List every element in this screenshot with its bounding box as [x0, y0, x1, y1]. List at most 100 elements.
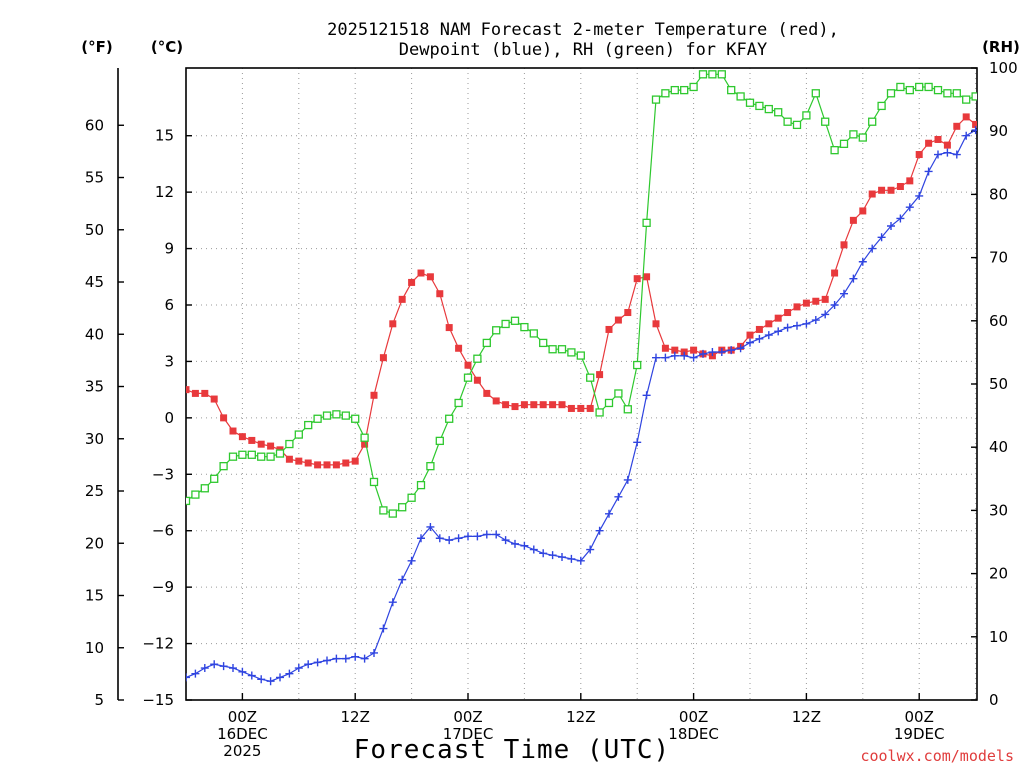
- dewpoint-point: [257, 675, 266, 684]
- rh-point: [736, 92, 745, 101]
- dewpoint-point: [341, 654, 350, 663]
- dewpoint-point: [821, 310, 830, 319]
- rh-point: [849, 130, 858, 139]
- rh-point: [877, 101, 886, 111]
- fahrenheit-tick-label: 35: [85, 378, 104, 396]
- temperature-point: [295, 457, 303, 465]
- rh-axis-unit: (RH): [982, 38, 1020, 56]
- temperature-point: [840, 241, 848, 249]
- temperature-point: [690, 346, 698, 354]
- dewpoint-point: [464, 532, 472, 541]
- temperature-point: [483, 389, 491, 397]
- rh-point: [238, 450, 247, 459]
- dewpoint-point: [952, 150, 961, 159]
- dewpoint-point: [511, 539, 519, 548]
- dewpoint-point: [191, 669, 200, 678]
- dewpoint-point: [266, 677, 275, 686]
- dewpoint-point: [186, 673, 190, 682]
- dewpoint-point: [558, 553, 566, 562]
- title-line-2: Dewpoint (blue), RH (green) for KFAY: [399, 40, 767, 60]
- dewpoint-point: [981, 128, 989, 136]
- dewpoint-point: [473, 532, 482, 541]
- rh-tick-label: 40: [989, 438, 1008, 456]
- dewpoint-point: [323, 656, 331, 665]
- temperature-point: [765, 320, 773, 328]
- dewpoint-point: [811, 316, 820, 325]
- rh-point: [764, 104, 773, 114]
- dewpoint-point: [614, 492, 623, 501]
- dewpoint-point: [388, 598, 397, 607]
- rh-point: [360, 433, 369, 442]
- dewpoint-point: [539, 549, 548, 558]
- fahrenheit-tick-label: 10: [85, 639, 104, 657]
- rh-point: [379, 506, 388, 515]
- rh-point: [294, 430, 303, 439]
- dewpoint-point: [200, 664, 209, 673]
- temperature-point: [558, 401, 566, 409]
- dewpoint-point: [887, 222, 895, 230]
- temperature-point: [361, 440, 369, 448]
- rh-point: [745, 98, 755, 107]
- rh-point: [586, 373, 595, 382]
- temperature-point: [868, 190, 876, 198]
- temperature-point: [398, 295, 406, 303]
- dewpoint-point: [360, 654, 369, 663]
- temperature-point: [831, 269, 839, 277]
- temperature-point: [511, 403, 519, 411]
- dewpoint-point: [351, 652, 360, 661]
- x-axis-title: Forecast Time (UTC): [354, 735, 670, 765]
- dewpoint-point: [858, 257, 867, 266]
- dewpoint-point: [576, 556, 585, 565]
- temperature-point: [906, 177, 914, 185]
- x-tick-label: 12Z: [566, 708, 595, 726]
- fahrenheit-axis-unit: (°F): [81, 38, 112, 56]
- temperature-point: [520, 401, 528, 409]
- tick-labels: 51015202530354045505560−15−12−9−6−303691…: [85, 59, 1018, 760]
- rh-point: [266, 452, 275, 461]
- rh-point: [886, 89, 896, 98]
- dewpoint-point: [642, 391, 651, 400]
- rh-point: [717, 70, 726, 79]
- temperature-point: [614, 316, 622, 324]
- x-tick-label: 12Z: [341, 708, 370, 726]
- rh-point: [670, 85, 679, 95]
- rh-point: [304, 420, 313, 430]
- temperature-point: [248, 436, 256, 444]
- dewpoint-point: [774, 327, 783, 336]
- x-tick-label: 00Z: [453, 708, 482, 726]
- temperature-point: [186, 386, 190, 394]
- rh-point: [210, 474, 219, 483]
- rh-point: [322, 411, 332, 420]
- rh-point: [313, 414, 322, 423]
- temperature-point: [934, 135, 942, 143]
- x-tick-label: 19DEC: [894, 725, 945, 743]
- temperature-point: [652, 320, 660, 328]
- dewpoint-point: [670, 351, 679, 360]
- rh-point: [651, 95, 661, 104]
- temperature-point: [972, 120, 977, 128]
- temperature-point: [530, 401, 538, 409]
- temperature-point: [887, 186, 895, 194]
- temperature-point: [878, 186, 886, 194]
- temperature-point: [802, 299, 810, 307]
- temperature-point: [342, 459, 350, 467]
- temperature-point: [417, 269, 425, 277]
- rh-point: [792, 120, 802, 130]
- rh-point: [557, 345, 567, 354]
- temperature-point: [238, 433, 246, 441]
- rh-point: [520, 322, 529, 332]
- credit-text: coolwx.com/models: [860, 747, 1014, 765]
- rh-point: [426, 462, 435, 471]
- temperature-point: [473, 376, 481, 384]
- dewpoint-point: [623, 475, 632, 484]
- temperature-point: [812, 297, 820, 305]
- x-tick-label: 00Z: [679, 708, 708, 726]
- dewpoint-point: [548, 551, 557, 560]
- dewpoint-point: [868, 244, 877, 253]
- dewpoint-point: [313, 658, 322, 667]
- fahrenheit-tick-label: 55: [85, 169, 104, 187]
- plot-frame: [185, 67, 978, 701]
- temperature-point: [953, 122, 961, 130]
- temperature-point: [784, 309, 792, 317]
- dewpoint-point: [229, 664, 237, 673]
